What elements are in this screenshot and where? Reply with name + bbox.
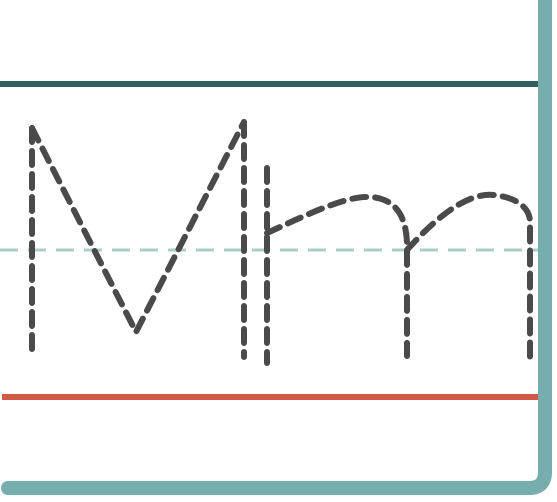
- uppercase-m-diagonals: [29, 119, 247, 335]
- card-border: [1, 0, 552, 495]
- uppercase-m-trace: [29, 119, 247, 360]
- lowercase-m-trace: [264, 165, 533, 366]
- lowercase-m-first-hump: [264, 193, 411, 359]
- lowercase-m-second-hump: [404, 191, 533, 366]
